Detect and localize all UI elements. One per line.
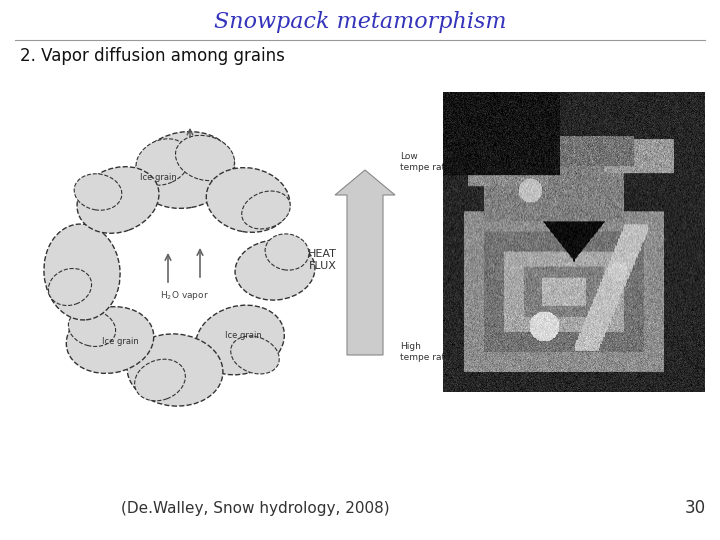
Text: HEAT
FLUX: HEAT FLUX: [308, 249, 337, 271]
Ellipse shape: [176, 136, 235, 180]
Ellipse shape: [68, 309, 116, 347]
Ellipse shape: [206, 167, 289, 232]
Text: High
tempe rature: High tempe rature: [400, 342, 460, 362]
Text: H$_2$O vapor: H$_2$O vapor: [160, 288, 209, 301]
Text: Ice grain: Ice grain: [102, 338, 138, 347]
Ellipse shape: [196, 305, 284, 375]
Ellipse shape: [235, 240, 315, 300]
Ellipse shape: [77, 167, 159, 233]
Ellipse shape: [265, 234, 309, 270]
Ellipse shape: [135, 132, 235, 208]
Ellipse shape: [242, 191, 290, 229]
Text: Snowpack metamorphism: Snowpack metamorphism: [214, 11, 506, 33]
Text: b: b: [451, 363, 459, 376]
Ellipse shape: [135, 359, 185, 401]
Text: 30: 30: [685, 499, 706, 517]
Ellipse shape: [48, 268, 91, 306]
Text: Low
tempe rature: Low tempe rature: [400, 152, 460, 172]
Ellipse shape: [66, 307, 153, 373]
Text: 2. Vapor diffusion among grains: 2. Vapor diffusion among grains: [20, 47, 285, 65]
Text: Ice grain: Ice grain: [140, 173, 176, 183]
Text: 1.0 mm: 1.0 mm: [643, 354, 678, 362]
Ellipse shape: [136, 139, 190, 185]
Text: (De.Walley, Snow hydrology, 2008): (De.Walley, Snow hydrology, 2008): [121, 501, 390, 516]
Polygon shape: [335, 170, 395, 355]
Text: Ice grain: Ice grain: [225, 330, 261, 340]
Ellipse shape: [44, 224, 120, 320]
Ellipse shape: [74, 174, 122, 210]
Ellipse shape: [230, 336, 279, 374]
Ellipse shape: [127, 334, 223, 406]
